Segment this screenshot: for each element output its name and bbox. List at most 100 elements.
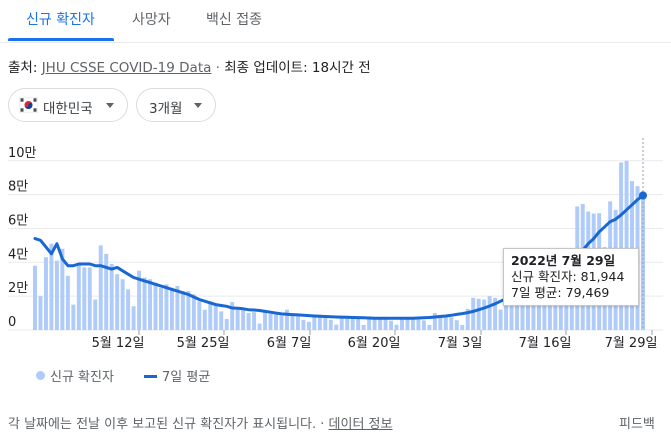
bar [389,320,394,330]
bar [148,279,152,330]
bar [295,316,300,330]
bar [109,264,114,330]
bar [378,318,383,330]
bar [482,299,487,330]
bar [323,317,328,330]
bar [526,287,530,330]
bar [274,314,278,330]
feedback-link[interactable]: 피드백 [619,417,655,432]
bar [498,309,503,330]
source-separator: · [211,60,225,76]
source-link[interactable]: JHU CSSE COVID-19 Data [41,60,212,76]
updated-label: 최종 업데이트: [224,60,312,76]
bar [252,312,257,330]
tab-bar: 신규 확진자 사망자 백신 접종 [0,0,671,43]
tooltip-avg-value: 79,469 [565,285,610,300]
footer-note: 각 날짜에는 전날 이후 보고된 신규 확진자가 표시됩니다. · 데이터 정보 [8,413,392,432]
bar [361,324,366,330]
x-tick-label: 5월 25일 [177,336,230,351]
bar [186,291,191,330]
bar [356,319,361,330]
footer-text: 각 날짜에는 전날 이후 보고된 신규 확진자가 표시됩니다. · [8,417,329,432]
bar [235,307,240,330]
bar [197,301,202,330]
bar [153,282,158,330]
bar [137,270,142,330]
bar [345,318,350,330]
bar [230,302,235,330]
legend-cases-swatch [36,371,45,380]
bar [487,296,492,330]
bar [49,243,54,330]
bar [54,260,59,330]
y-tick-label: 6만 [8,213,28,228]
bar [76,264,81,330]
bar [224,319,229,330]
country-select[interactable]: 대한민국 [8,88,128,122]
bar [71,304,76,330]
data-info-link[interactable]: 데이터 정보 [328,417,393,432]
bar [241,309,246,330]
bar [443,315,448,330]
bar [400,318,404,330]
bar [460,324,465,330]
bar [427,324,432,330]
bar [213,304,218,330]
bar [334,324,339,330]
range-label: 3개월 [149,101,183,117]
bar [126,289,131,330]
tooltip: 2022년 7월 29일 신규 확진자: 81,944 7일 평균: 79,46… [503,248,639,306]
chevron-down-icon [194,103,202,108]
bar [520,285,525,330]
bar [290,313,295,330]
x-tick-label: 6월 20일 [348,336,401,351]
bar [65,275,70,330]
legend-avg-swatch [144,375,157,378]
bar [93,299,98,330]
bar [493,297,498,330]
y-tick-label: 10만 [8,146,37,161]
bar [438,314,443,330]
bar [504,287,509,330]
bar [372,318,377,330]
y-tick-label: 8만 [8,180,28,195]
bar [208,301,213,330]
tab-new-cases[interactable]: 신규 확진자 [26,12,95,28]
bar [169,287,174,330]
x-tick-label: 7월 29일 [605,336,658,351]
updated-value: 18시간 전 [311,60,371,76]
bar [624,160,629,330]
bar [515,283,519,330]
bar [38,296,43,330]
country-label: 대한민국 [43,101,93,117]
source-prefix: 출처: [8,60,42,76]
korea-flag-icon [19,97,38,113]
bar [202,309,207,330]
x-tick-label: 7월 3일 [438,336,483,351]
bar [410,319,415,330]
bar [43,257,48,330]
tooltip-avg: 7일 평균: 79,469 [511,285,609,301]
tooltip-cases: 신규 확진자: 81,944 [511,269,624,285]
bar [120,279,125,330]
bar [465,308,470,330]
tab-vaccination[interactable]: 백신 접종 [206,12,262,28]
tooltip-avg-label: 7일 평균: [511,285,566,300]
tab-deaths[interactable]: 사망자 [132,12,171,28]
y-tick-label: 0 [8,315,16,330]
bar [432,313,437,330]
bar [531,302,536,330]
legend-avg-label: 7일 평균 [162,370,211,385]
range-select[interactable]: 3개월 [136,88,216,122]
bar [449,317,454,330]
x-tick-label: 6월 7일 [267,336,312,351]
bar [367,316,372,330]
bar [350,318,355,330]
bar [257,323,262,330]
bar [421,320,426,330]
bar [164,284,169,330]
bar [180,291,185,330]
bar [476,298,481,330]
bar [619,162,624,330]
bar [328,319,333,330]
